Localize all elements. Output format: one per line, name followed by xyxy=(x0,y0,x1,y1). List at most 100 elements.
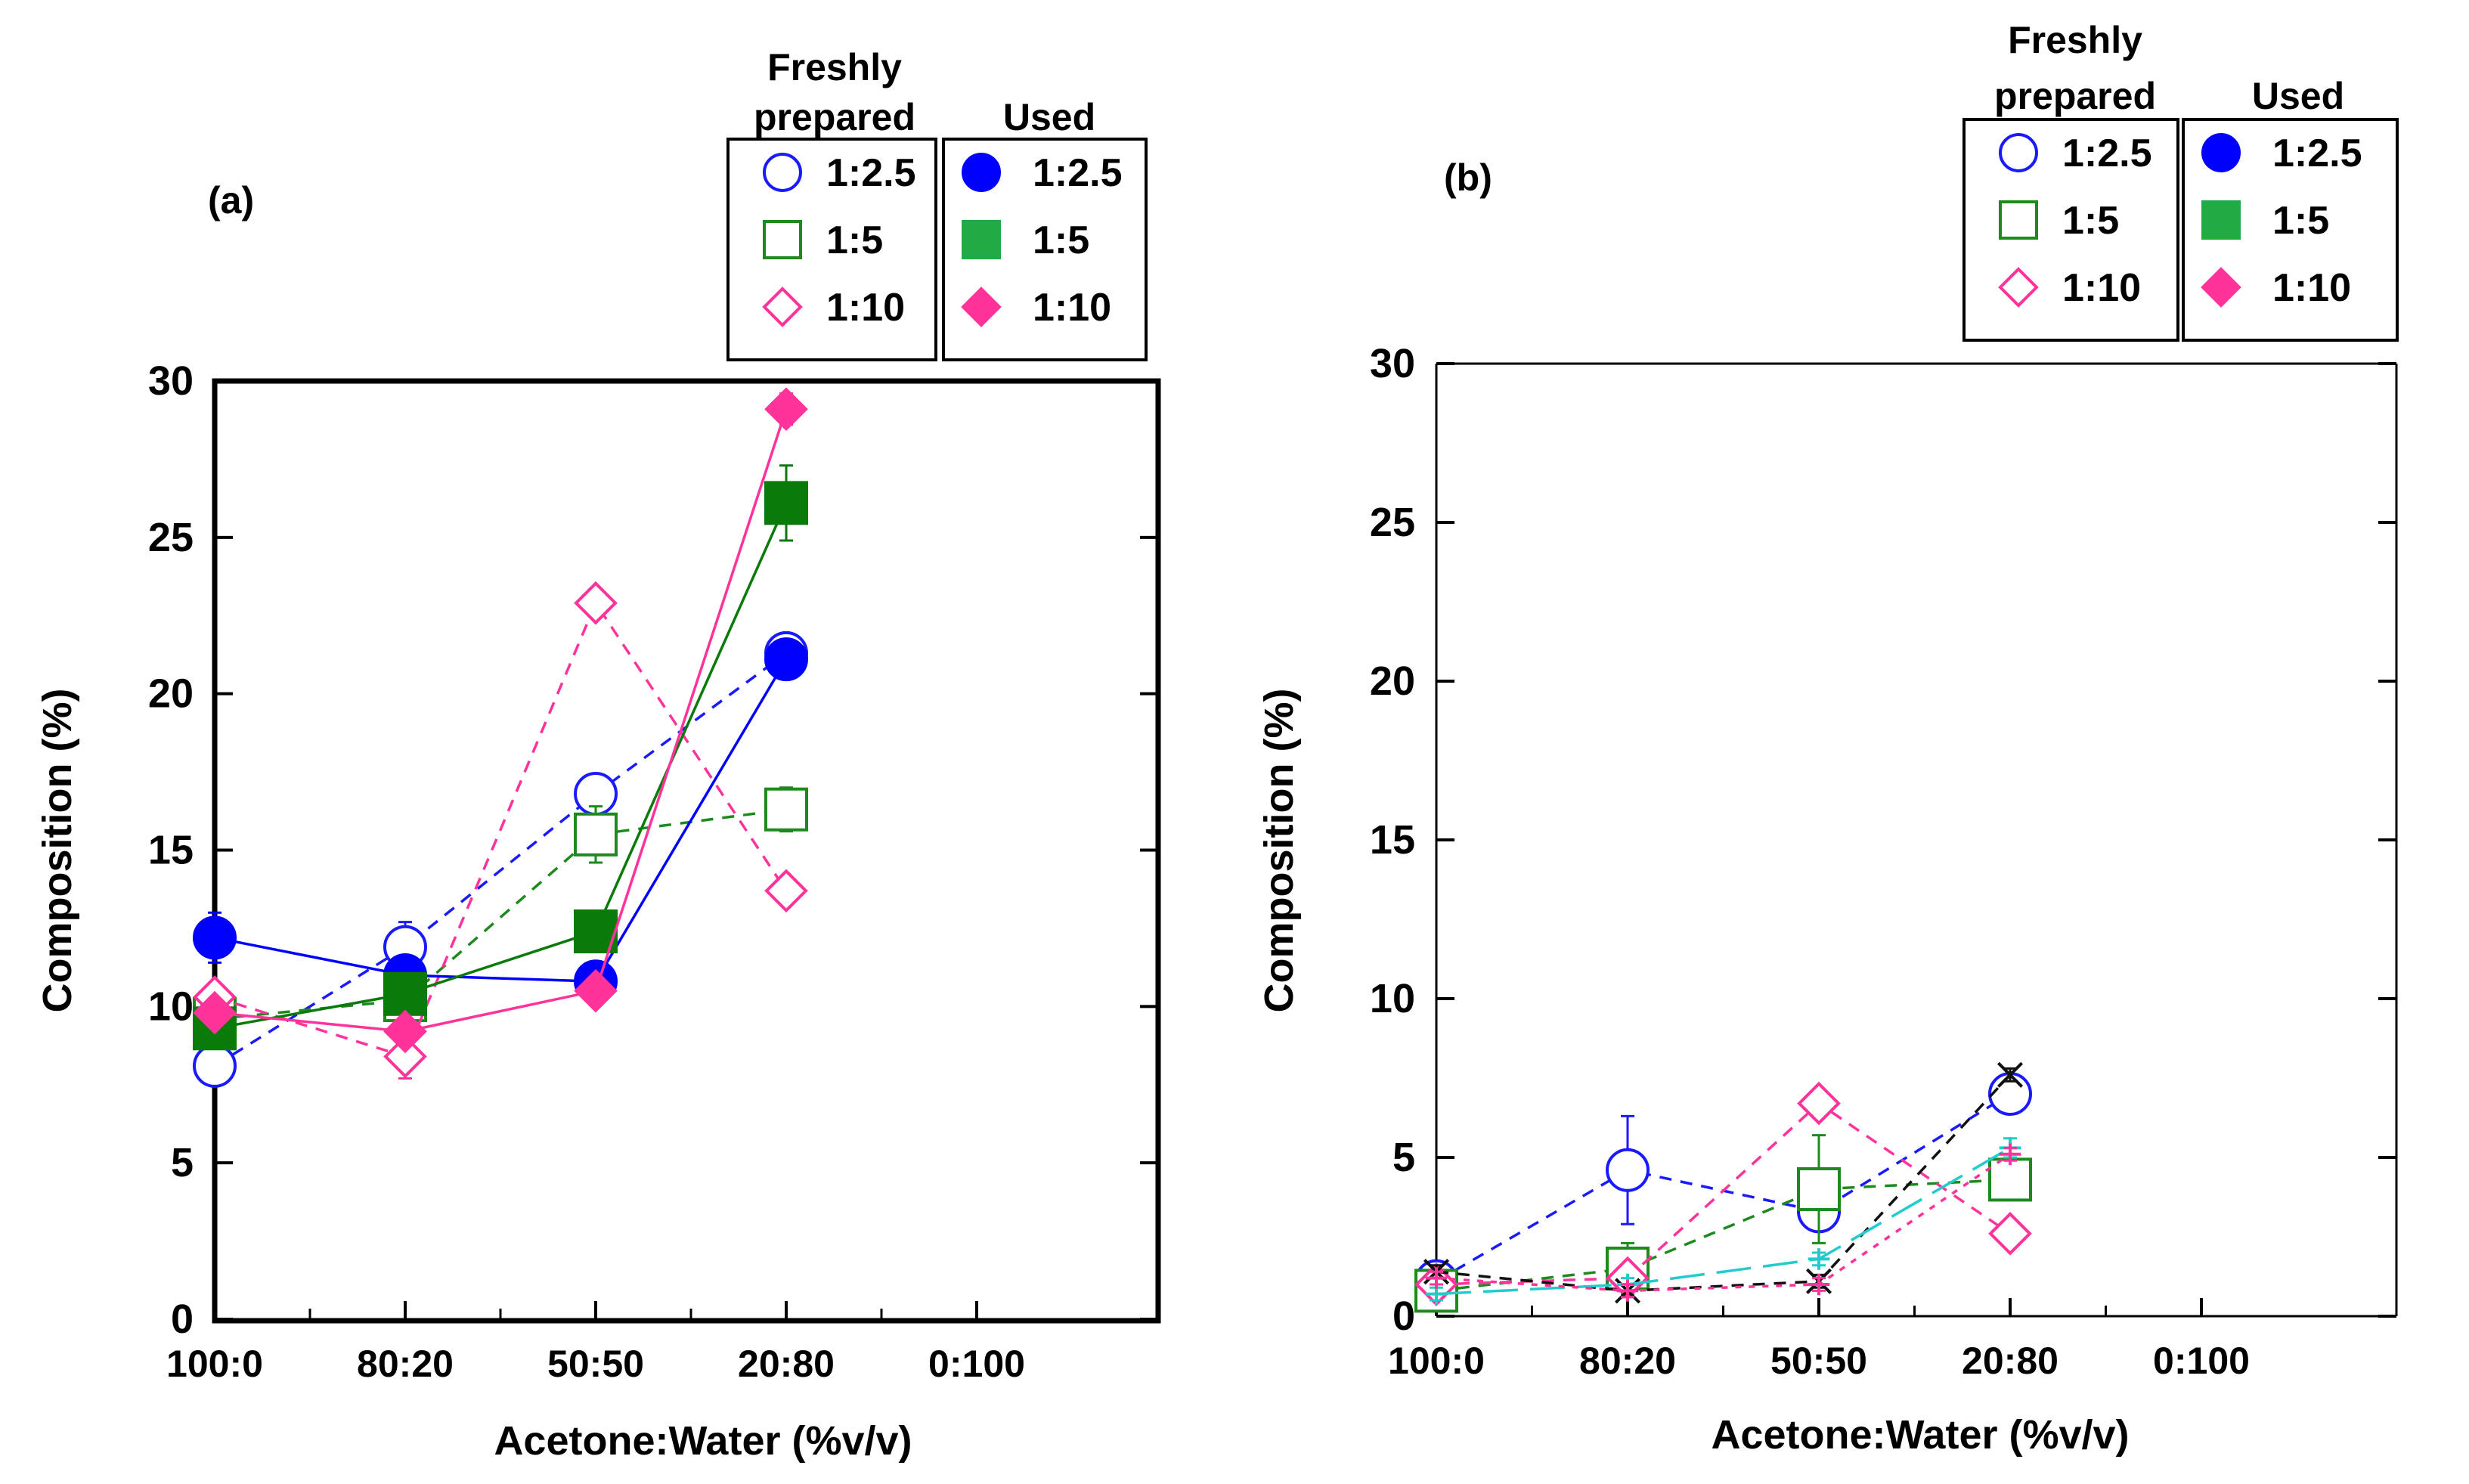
x-ticks-a: 100:0 80:20 50:50 20:80 0:100 xyxy=(166,1301,1025,1385)
legend-label-used: 1:5 xyxy=(2272,199,2329,243)
legend-label-used: 1:5 xyxy=(1033,218,1089,262)
series-used-1-2-5 xyxy=(193,637,808,1004)
data-point xyxy=(1988,1157,2032,1202)
legend-label-fresh: 1:5 xyxy=(2062,199,2119,243)
panel-a: (a) 0 5 10 15 20 25 30 100:0 80:20 50:50 20:80 0:1… xyxy=(35,46,1161,1464)
series-freshly-prepared-1-5 xyxy=(193,786,808,1041)
legend-marker-used xyxy=(962,153,1001,192)
legend-marker-fresh xyxy=(762,287,803,327)
legend-used-box-a xyxy=(942,138,1148,361)
legend-a: Freshly prepared Used 1:2.51:51:101:2.51… xyxy=(726,46,1148,361)
y-tick-label: 10 xyxy=(1370,976,1415,1021)
series-line xyxy=(1436,1073,2012,1293)
series-line xyxy=(214,652,788,1067)
panel-label-a: (a) xyxy=(208,179,254,222)
legend-label-used: 1:2.5 xyxy=(2272,132,2362,175)
series-b xyxy=(1414,1061,2032,1313)
x-tick-label: 100:0 xyxy=(166,1343,263,1385)
x-tick-label: 0:100 xyxy=(928,1343,1025,1385)
legend-fresh-title-b-line2: prepared xyxy=(1994,75,2156,117)
y-tick-label: 5 xyxy=(171,1140,194,1185)
y-axis-title-a: Composition (%) xyxy=(35,689,80,1013)
legend-used-title-b: Used xyxy=(2252,75,2344,117)
series-line xyxy=(214,600,788,1058)
y-tick-label: 0 xyxy=(171,1297,194,1342)
legend-marker-used xyxy=(2201,267,2241,308)
data-point xyxy=(193,1043,237,1088)
series-line xyxy=(214,807,787,1021)
x-tick-label: 100:0 xyxy=(1388,1340,1485,1382)
data-point xyxy=(1616,1280,1639,1302)
panel-label-b: (b) xyxy=(1444,156,1492,199)
data-point xyxy=(193,990,237,1035)
series-a xyxy=(193,387,808,1088)
legend-label-fresh: 1:10 xyxy=(2062,266,2141,310)
legend-used-title-a: Used xyxy=(1003,96,1095,138)
y-axis-title-b: Composition (%) xyxy=(1256,689,1302,1013)
legend-marker-fresh xyxy=(1998,267,2039,308)
legend-marker-fresh xyxy=(763,153,802,192)
series-line xyxy=(214,502,788,1030)
data-point xyxy=(764,387,808,432)
y-tick-label: 25 xyxy=(1370,500,1415,545)
series-used-series-pink- xyxy=(1425,1143,2021,1302)
legend-b: Freshly prepared Used 1:2.51:51:101:2.51… xyxy=(1962,19,2399,342)
data-point xyxy=(383,1009,427,1054)
x-tick-label: 20:80 xyxy=(738,1343,835,1385)
series-used-series-cyan- xyxy=(1425,1137,2021,1305)
y-tick-label: 30 xyxy=(1370,341,1415,386)
legend-label-fresh: 1:2.5 xyxy=(826,151,916,195)
legend-label-used: 1:10 xyxy=(2272,266,2351,310)
legend-fresh-title-b-line1: Freshly xyxy=(2008,19,2142,61)
series-line xyxy=(1436,1092,2011,1283)
x-tick-label: 50:50 xyxy=(547,1343,644,1385)
series-used-1-10 xyxy=(193,387,808,1054)
series-line xyxy=(1436,1146,2011,1296)
legend-marker-fresh xyxy=(1999,133,2038,172)
data-point xyxy=(574,909,618,954)
x-ticks-b: 100:0 80:20 50:50 20:80 0:100 xyxy=(1388,1298,2250,1382)
x-tick-label: 50:50 xyxy=(1770,1340,1867,1382)
legend-fresh-box-b xyxy=(1962,118,2179,342)
legend-items-b: 1:2.5 1:5 1:10 1:2.5 1:5 1:10 xyxy=(1998,132,2362,310)
legend-label-fresh: 1:2.5 xyxy=(2062,132,2152,175)
legend-marker-used xyxy=(2201,200,2241,240)
y-tick-label: 25 xyxy=(148,515,194,560)
data-point xyxy=(1797,1167,1841,1211)
legend-items-a: 1:2.5 1:5 1:10 1:2.5 1:5 1:10 xyxy=(762,151,1123,330)
data-point xyxy=(383,971,427,1016)
y-ticks-b: 0 5 10 15 20 25 30 xyxy=(1370,341,2396,1339)
data-point xyxy=(764,637,808,682)
y-tick-label: 15 xyxy=(1370,817,1415,863)
x-tick-label: 80:20 xyxy=(1579,1340,1676,1382)
y-ticks-a: 0 5 10 15 20 25 30 xyxy=(148,358,1158,1342)
series-line xyxy=(1436,1153,2011,1293)
y-tick-label: 0 xyxy=(1392,1293,1415,1339)
x-tick-label: 20:80 xyxy=(1962,1340,2059,1382)
plot-frame-b xyxy=(1435,362,2398,1318)
legend-label-used: 1:2.5 xyxy=(1033,151,1123,195)
data-point xyxy=(1797,1081,1841,1126)
legend-fresh-box-a xyxy=(726,138,937,361)
data-point xyxy=(1997,1061,2024,1088)
y-tick-label: 30 xyxy=(148,358,194,404)
data-point xyxy=(574,968,618,1013)
series-line xyxy=(1436,1178,2011,1293)
panel-b: (b) 0 5 10 15 20 25 30 100:0 80:20 50:50 20:80 0:1… xyxy=(1256,19,2399,1458)
plot-frame-a xyxy=(212,378,1161,1324)
data-point xyxy=(1988,1211,2032,1256)
legend-fresh-title-a-line2: prepared xyxy=(754,96,915,138)
x-tick-label: 80:20 xyxy=(357,1343,454,1385)
legend-marker-used xyxy=(2201,133,2241,172)
legend-label-used: 1:10 xyxy=(1033,286,1111,330)
series-line xyxy=(214,408,788,1033)
x-axis-title-b: Acetone:Water (%v/v) xyxy=(1711,1412,2129,1458)
data-point xyxy=(764,787,808,832)
data-point xyxy=(383,1034,427,1079)
series-freshly-prepared-1-5 xyxy=(1414,1134,2032,1313)
y-tick-label: 15 xyxy=(148,828,194,873)
x-tick-label: 0:100 xyxy=(2153,1340,2250,1382)
data-point xyxy=(574,581,618,625)
data-point xyxy=(1808,1273,1830,1296)
